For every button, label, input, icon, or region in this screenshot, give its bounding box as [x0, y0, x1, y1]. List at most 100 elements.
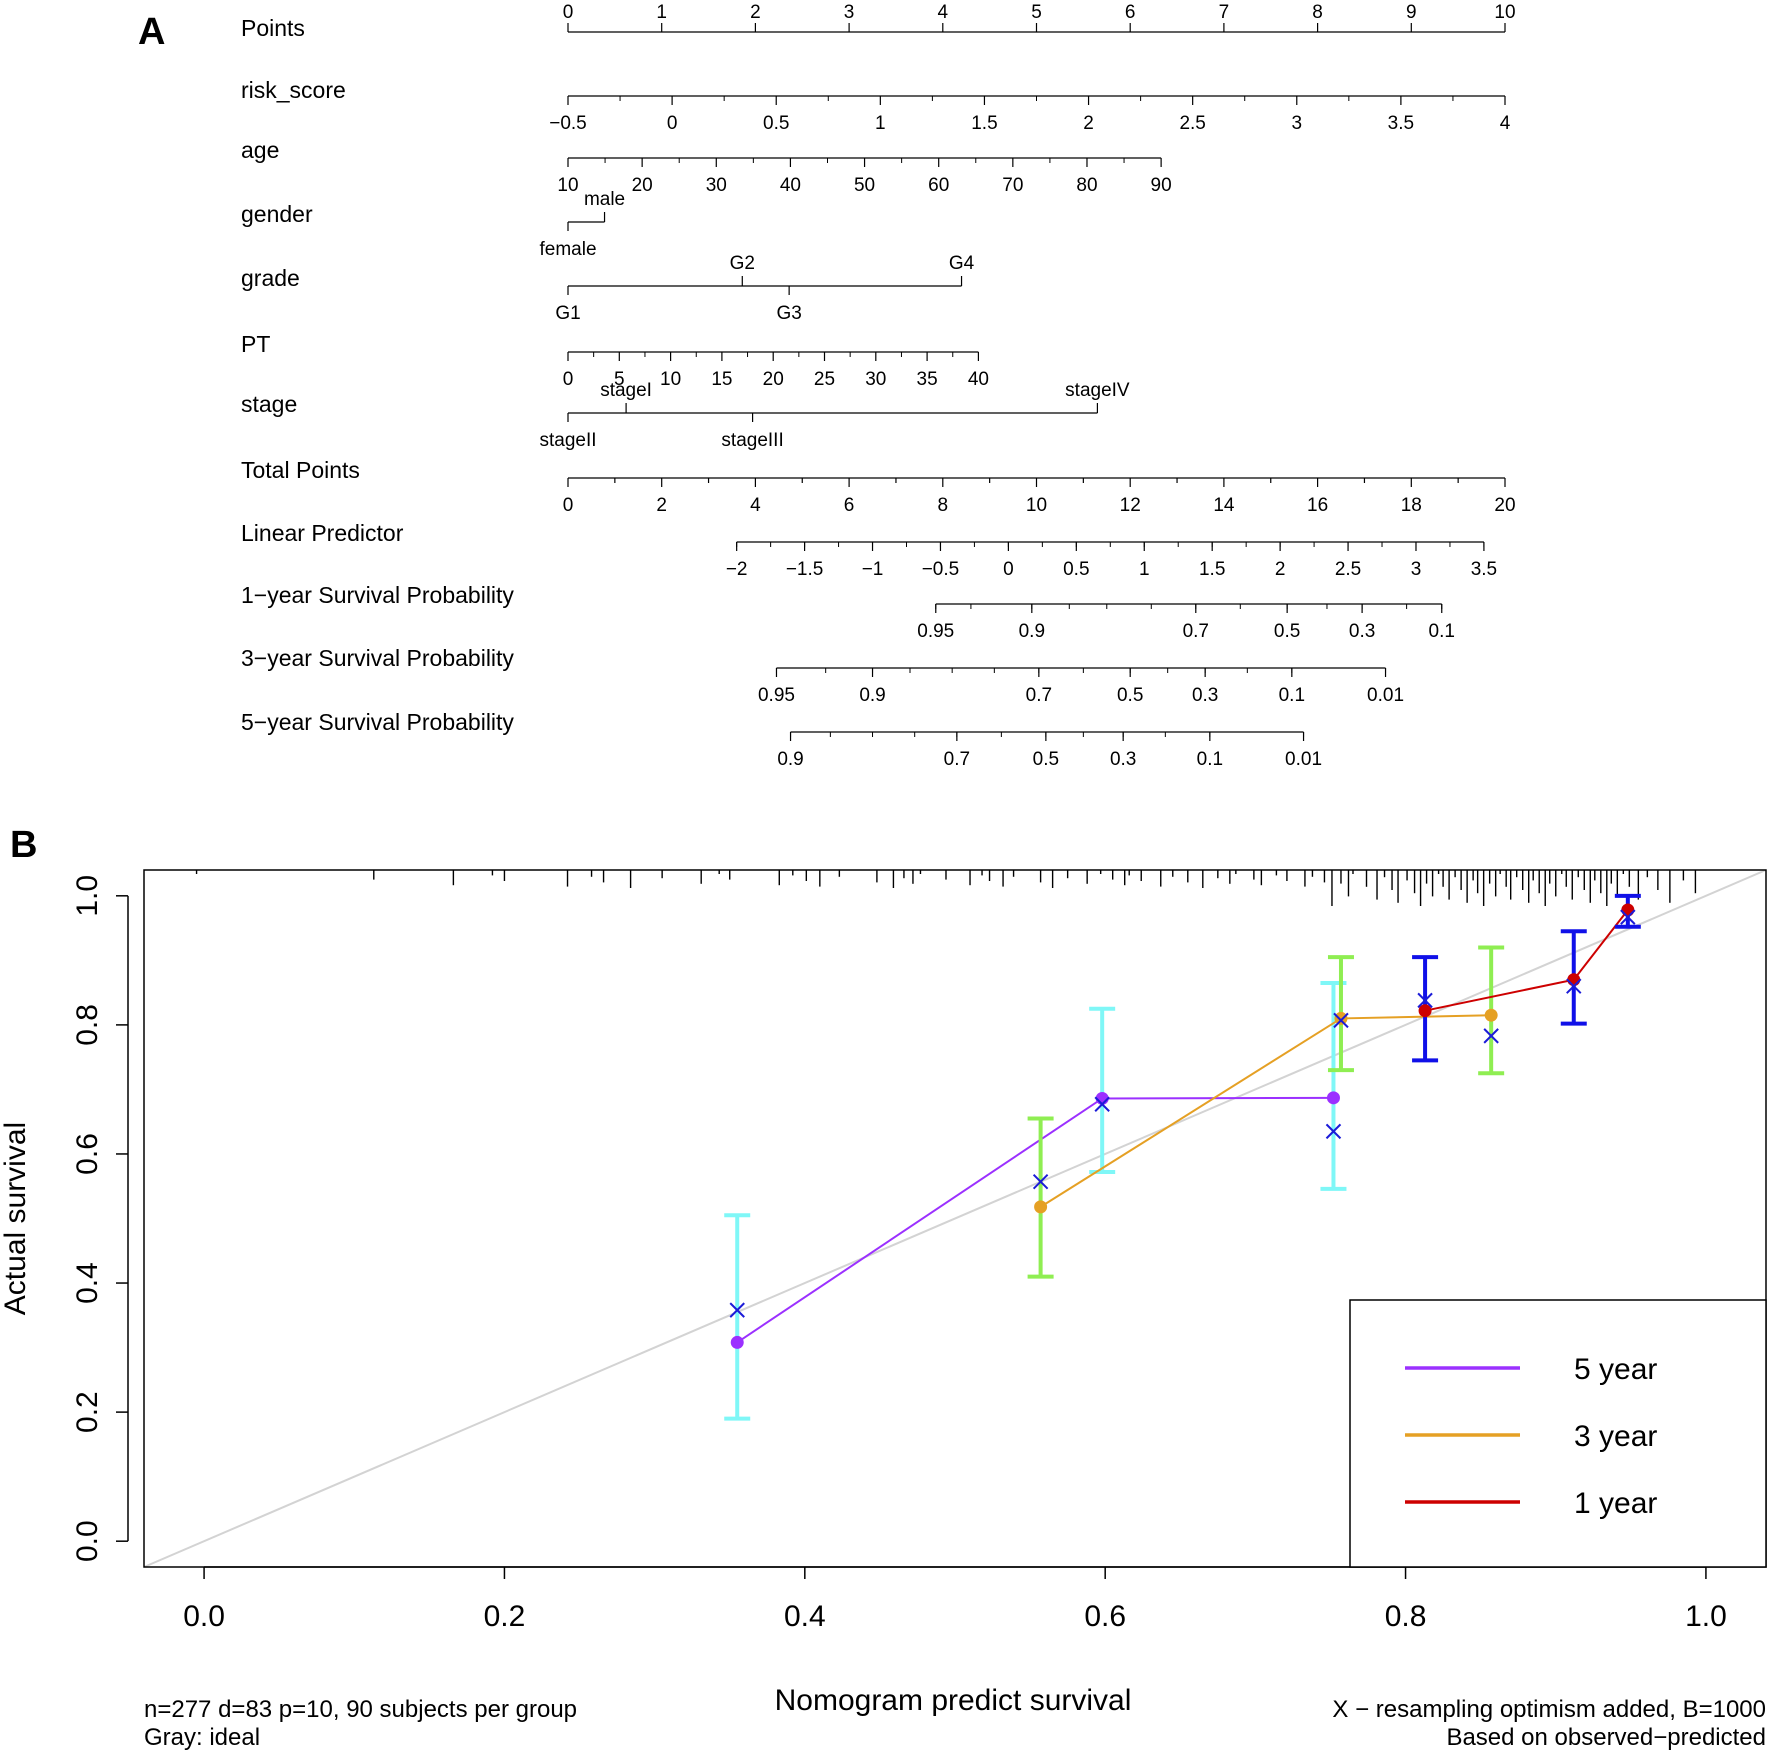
tick-label: 8	[938, 495, 949, 516]
nomogram-row-1-year-survival-probability: 1−year Survival Probability 0.95 0.9 0.7 0.5…	[241, 582, 1455, 642]
tick-label: 10	[1494, 2, 1515, 23]
tick-label: 0.7	[1183, 621, 1209, 642]
corrected-marker	[1483, 1028, 1499, 1044]
nomogram-row-stage: stage stageII stageI stageIII stageIV	[241, 380, 1130, 451]
row-label: Linear Predictor	[241, 520, 404, 546]
tick-label: 0	[667, 113, 678, 134]
nomogram-row-linear-predictor: Linear Predictor −2 −1.5 −1 −0.5 0 0.5 1 1.5 2 2.5…	[241, 520, 1497, 580]
tick-label: 6	[844, 495, 855, 516]
corrected-marker	[1333, 1012, 1349, 1029]
level-label: G1	[555, 303, 580, 324]
row-label: Total Points	[241, 457, 360, 483]
nomogram-row-age: age 10 20 30 40 50 60 70 80 90	[241, 137, 1172, 196]
level-label: stageIII	[721, 430, 783, 451]
row-label: 3−year Survival Probability	[241, 645, 514, 671]
nomogram-row-pt: PT 0 5 10 15 20 25 30 35 40	[241, 331, 989, 390]
tick-label: 10	[1026, 495, 1047, 516]
x-tick-label: 1.0	[1685, 1600, 1727, 1633]
tick-label: −0.5	[549, 113, 587, 134]
x-tick-label: 0.8	[1385, 1600, 1427, 1633]
tick-label: 0	[1003, 559, 1014, 580]
tick-label: 0.01	[1367, 685, 1404, 706]
observed-point	[730, 1335, 744, 1349]
x-tick-label: 0.6	[1084, 1600, 1126, 1633]
tick-label: 5	[614, 369, 625, 390]
legend: 5 year 3 year 1 year	[1349, 1299, 1767, 1568]
observed-point	[1326, 1091, 1340, 1105]
nomogram-row-grade: grade G1 G2 G3 G4	[241, 253, 975, 324]
observed-point	[1334, 1011, 1348, 1025]
tick-label: 2	[656, 495, 667, 516]
tick-label: 1.5	[971, 113, 997, 134]
row-label: PT	[241, 331, 270, 357]
level-label: stageII	[539, 430, 596, 451]
tick-label: 0.3	[1349, 621, 1375, 642]
tick-label: 0	[563, 369, 574, 390]
level-label: stageIV	[1065, 380, 1130, 401]
tick-label: 18	[1401, 495, 1422, 516]
tick-label: 0.7	[1026, 685, 1052, 706]
tick-label: 2	[750, 2, 761, 23]
tick-label: 90	[1151, 175, 1172, 196]
tick-label: 6	[1125, 2, 1136, 23]
tick-label: 4	[750, 495, 761, 516]
level-label: G2	[730, 253, 755, 274]
tick-label: 0.5	[1117, 685, 1143, 706]
tick-label: 5	[1031, 2, 1042, 23]
level-label: female	[539, 239, 596, 260]
y-axis-title: Actual survival	[0, 1122, 32, 1315]
tick-label: 16	[1307, 495, 1328, 516]
row-label: grade	[241, 265, 300, 291]
level-label: male	[584, 189, 625, 210]
tick-label: 0.5	[1063, 559, 1089, 580]
panel-label-a: A	[138, 11, 165, 53]
corrected-marker	[729, 1302, 745, 1318]
tick-label: 0.5	[763, 113, 789, 134]
x-tick-label: 0.4	[784, 1600, 826, 1633]
row-label: Points	[241, 15, 305, 41]
tick-label: 0	[563, 2, 574, 23]
row-label: 1−year Survival Probability	[241, 582, 514, 608]
tick-label: 0.3	[1192, 685, 1218, 706]
level-label: G4	[949, 253, 975, 274]
nomogram-row-points: Points 0 1 2 3 4 5 6 7 8 9 10	[241, 2, 1516, 41]
nomogram-row-total-points: Total Points 0 2 4 6 8 10 12 14 16 18 20	[241, 457, 1516, 516]
panel-label-b: B	[10, 824, 37, 866]
note-left-2: Gray: ideal	[144, 1724, 260, 1751]
tick-label: 30	[706, 175, 727, 196]
note-left-1: n=277 d=83 p=10, 90 subjects per group	[144, 1696, 577, 1723]
row-label: age	[241, 137, 279, 163]
tick-label: 40	[780, 175, 801, 196]
tick-label: 0.5	[1033, 749, 1059, 770]
tick-label: 0.9	[777, 749, 803, 770]
tick-label: 30	[865, 369, 886, 390]
x-tick-label: 0.2	[484, 1600, 526, 1633]
tick-label: 12	[1120, 495, 1141, 516]
tick-label: 20	[632, 175, 653, 196]
tick-label: 3	[1411, 559, 1422, 580]
tick-label: 10	[557, 175, 578, 196]
series-5-year	[724, 980, 1347, 1421]
corrected-marker	[1417, 992, 1433, 1009]
corrected-marker	[1032, 1174, 1049, 1190]
tick-label: −1.5	[786, 559, 824, 580]
corrected-marker	[1620, 909, 1636, 925]
tick-label: 0.1	[1429, 621, 1455, 642]
tick-label: −0.5	[922, 559, 960, 580]
level-label: stageI	[600, 380, 652, 401]
tick-label: 25	[814, 369, 835, 390]
tick-label: 0.5	[1274, 621, 1300, 642]
x-tick-label: 0.0	[183, 1600, 225, 1633]
series-1-year	[1412, 893, 1641, 1063]
observed-point	[1484, 1008, 1498, 1022]
rug	[195, 870, 1697, 906]
observed-point	[1621, 903, 1635, 917]
row-label: gender	[241, 201, 313, 227]
tick-label: 80	[1076, 175, 1097, 196]
ideal-line	[143, 869, 1767, 1568]
row-label: risk_score	[241, 77, 346, 103]
legend-label: 3 year	[1574, 1420, 1657, 1453]
tick-label: 3	[1291, 113, 1302, 134]
y-tick-label: 0.2	[71, 1391, 104, 1433]
